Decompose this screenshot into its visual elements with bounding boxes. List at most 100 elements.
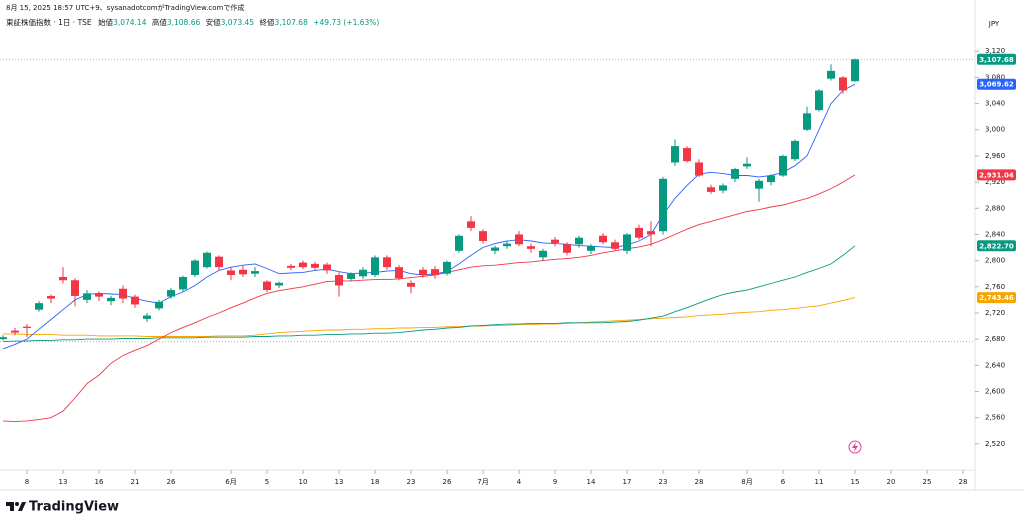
candle-body xyxy=(107,297,115,302)
candle-body xyxy=(623,234,631,251)
price-tag-label: 3,069.62 xyxy=(979,81,1014,89)
candle xyxy=(635,224,643,240)
candle-body xyxy=(659,178,667,232)
candle-body xyxy=(479,231,487,241)
candle-body xyxy=(731,169,739,179)
y-tick-label: 2,840 xyxy=(985,230,1005,238)
candle-body xyxy=(443,261,451,274)
y-tick-label: 3,120 xyxy=(985,47,1005,55)
candle-body xyxy=(347,273,355,279)
candle-body xyxy=(707,187,715,192)
alert-icon[interactable] xyxy=(848,440,862,454)
high-value: 3,108.66 xyxy=(167,18,201,27)
x-tick-label: 10 xyxy=(299,478,308,486)
candle xyxy=(263,280,271,293)
candle-body xyxy=(815,90,823,111)
candle-body xyxy=(719,185,727,191)
logo-text: TradingView xyxy=(29,500,119,515)
price-tag-label: 2,743.46 xyxy=(979,294,1014,302)
candle-body xyxy=(59,276,67,281)
candle-body xyxy=(779,155,787,176)
candle xyxy=(647,221,655,247)
ma-line xyxy=(2,245,856,343)
candle xyxy=(611,239,619,251)
candle xyxy=(0,335,7,341)
x-tick-label: 6月 xyxy=(225,478,236,486)
x-tick-label: 14 xyxy=(587,478,596,486)
y-tick-label: 2,960 xyxy=(985,152,1005,160)
y-tick-label: 2,720 xyxy=(985,309,1005,317)
candle xyxy=(683,146,691,163)
candle-body xyxy=(839,77,847,91)
x-tick-label: 11 xyxy=(815,478,824,486)
high-label: 高値 xyxy=(152,17,167,27)
candle-body xyxy=(587,246,595,251)
price-tag xyxy=(977,240,1016,252)
candle xyxy=(419,267,427,278)
candle-body xyxy=(611,242,619,249)
candle xyxy=(359,267,367,279)
x-tick-label: 18 xyxy=(371,478,380,486)
candle-body xyxy=(407,282,415,287)
y-tick-label: 2,560 xyxy=(985,414,1005,422)
y-tick-label: 3,000 xyxy=(985,126,1005,134)
candle xyxy=(731,167,739,183)
candle-body xyxy=(827,70,835,79)
candle xyxy=(119,285,127,304)
candle xyxy=(47,294,55,304)
x-tick-label: 28 xyxy=(959,478,968,486)
candle-body xyxy=(695,162,703,176)
close-value: 3,107.68 xyxy=(274,18,308,27)
candle-body xyxy=(35,303,43,310)
candle xyxy=(767,174,775,186)
candle-body xyxy=(263,281,271,291)
candle-body xyxy=(551,239,559,243)
candle-body xyxy=(419,269,427,276)
candle-body xyxy=(515,234,523,245)
candle-body xyxy=(251,271,259,274)
candle xyxy=(503,240,511,249)
y-tick-label: 2,880 xyxy=(985,204,1005,212)
candle xyxy=(599,233,607,245)
close-label: 終値 xyxy=(259,17,274,27)
y-tick-label: 3,080 xyxy=(985,73,1005,81)
x-tick-label: 23 xyxy=(407,478,416,486)
candle xyxy=(275,281,283,289)
candle xyxy=(59,267,67,284)
candle xyxy=(23,324,31,338)
candle-body xyxy=(299,262,307,268)
ma-line xyxy=(2,83,856,350)
candle xyxy=(347,272,355,282)
candle-body xyxy=(767,175,775,183)
candle xyxy=(287,263,295,271)
candle xyxy=(851,58,859,82)
x-tick-label: 26 xyxy=(443,478,452,486)
candle xyxy=(11,328,19,336)
candle xyxy=(143,312,151,323)
candle xyxy=(71,278,79,307)
candle xyxy=(383,255,391,270)
candle xyxy=(755,178,763,202)
y-tick-label: 2,800 xyxy=(985,257,1005,265)
x-tick-label: 13 xyxy=(59,478,68,486)
candle-body xyxy=(395,267,403,279)
candle-body xyxy=(215,256,223,268)
candle xyxy=(551,237,559,247)
candle xyxy=(743,157,751,170)
currency: JPY xyxy=(988,20,1000,28)
candle-body xyxy=(527,246,535,249)
candle xyxy=(299,260,307,270)
candle xyxy=(155,299,163,311)
y-tick-label: 2,520 xyxy=(985,440,1005,448)
x-tick-label: 25 xyxy=(923,478,932,486)
logo[interactable]: TradingView xyxy=(6,500,119,515)
candle-body xyxy=(275,282,283,286)
price-tag-label: 3,107.68 xyxy=(979,56,1014,64)
candle-body xyxy=(683,148,691,162)
created-note: 8月 15, 2025 18:57 UTC+9、sysanadotcomがTra… xyxy=(6,3,244,12)
candle xyxy=(311,261,319,271)
candle-body xyxy=(287,265,295,268)
candle-body xyxy=(383,257,391,268)
x-tick-label: 9 xyxy=(553,478,557,486)
